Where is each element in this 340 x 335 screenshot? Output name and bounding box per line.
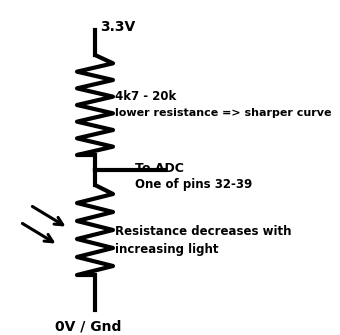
Text: 4k7 - 20k: 4k7 - 20k [115,90,176,103]
Text: 3.3V: 3.3V [100,20,135,34]
Text: Resistance decreases with: Resistance decreases with [115,225,291,238]
Text: To ADC: To ADC [135,162,184,175]
Text: One of pins 32-39: One of pins 32-39 [135,178,252,191]
Text: 0V / Gnd: 0V / Gnd [55,320,121,334]
Text: lower resistance => sharper curve: lower resistance => sharper curve [115,108,332,118]
Text: increasing light: increasing light [115,243,219,256]
